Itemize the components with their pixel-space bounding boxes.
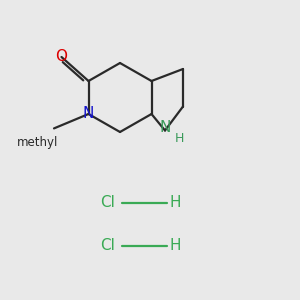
Text: methyl: methyl	[17, 136, 59, 148]
Text: O: O	[56, 50, 68, 64]
Text: H: H	[170, 195, 181, 210]
Text: Cl: Cl	[100, 238, 116, 253]
Text: H: H	[170, 238, 181, 253]
Text: H: H	[175, 131, 184, 145]
Text: N: N	[83, 106, 94, 122]
Text: Cl: Cl	[100, 195, 116, 210]
Text: N: N	[159, 120, 171, 135]
